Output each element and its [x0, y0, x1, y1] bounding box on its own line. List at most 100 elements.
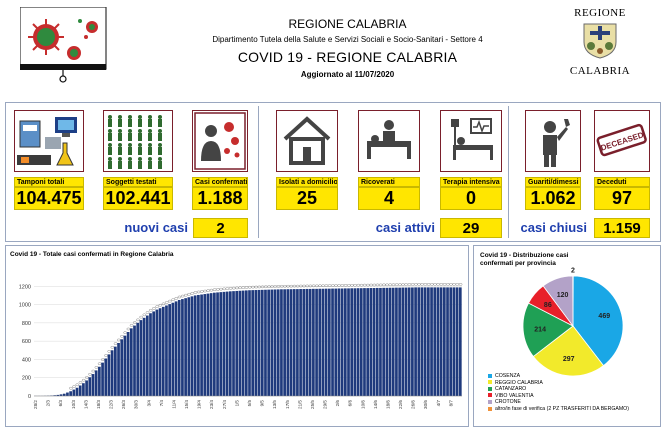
bar [286, 289, 290, 396]
x-tick-label: 11/4 [171, 400, 176, 409]
confermati-label: Casi confermati [192, 177, 248, 187]
legend-item: CROTONE [488, 399, 658, 406]
bar [139, 320, 143, 396]
data-label [209, 288, 214, 292]
bar [401, 287, 405, 396]
pie-slice-crotone [542, 275, 574, 328]
data-label [187, 293, 191, 296]
x-tick-label: 5/5 [247, 400, 252, 407]
data-label [88, 373, 92, 376]
legend-label: CROTONE [495, 399, 521, 406]
y-tick-label: 600 [22, 339, 31, 345]
bar [171, 302, 175, 396]
data-label [244, 286, 249, 289]
data-label [232, 286, 236, 290]
x-tick-label: 18/6 [385, 400, 390, 409]
virus-banner [19, 6, 110, 83]
bar [238, 290, 242, 396]
hospital-bed-icon [367, 120, 411, 159]
bar [270, 289, 274, 396]
data-label [439, 283, 444, 286]
bar [145, 315, 149, 396]
data-label [180, 294, 185, 298]
data-label [385, 283, 389, 287]
bar [248, 290, 251, 396]
data-label [452, 283, 456, 286]
pie-chart: 2 469 297 214 86 120 [522, 268, 624, 377]
data-label [305, 284, 309, 288]
bar [53, 395, 57, 396]
x-tick-label: 17/5 [285, 400, 290, 409]
data-label [423, 283, 428, 286]
data-label [455, 283, 460, 286]
bar [350, 288, 354, 396]
bar [251, 290, 255, 396]
data-label [203, 289, 207, 293]
bar [411, 287, 414, 396]
x-tick-label: 15/4 [184, 400, 189, 409]
bar [155, 309, 159, 396]
data-label [75, 383, 80, 387]
guariti-label: Guariti/dimessi [525, 177, 581, 187]
data-label [85, 376, 89, 379]
bar [228, 291, 232, 396]
x-tick-label: 25/5 [310, 400, 315, 409]
data-label [219, 287, 223, 291]
x-tick-label: 22/6 [398, 400, 403, 409]
ricoverati-card-icon [358, 110, 420, 172]
data-label [97, 362, 102, 365]
pie-chart-title: Covid 19 - Distribuzione casi confermati… [480, 252, 569, 267]
x-tick-label: 13/5 [272, 400, 277, 409]
bar [353, 288, 357, 396]
logo-top-text: REGIONE [574, 7, 626, 19]
legend-item: CATANZARO [488, 386, 658, 393]
data-label [308, 284, 313, 288]
bar [455, 287, 459, 396]
bar [69, 391, 72, 396]
bar [142, 317, 146, 396]
x-tick-label: 30/6 [423, 400, 428, 409]
bar [439, 287, 443, 396]
bar [398, 287, 401, 396]
x-tick-label: 7/4 [159, 400, 164, 407]
data-label [184, 293, 188, 297]
data-label [442, 283, 447, 286]
bar [328, 288, 331, 396]
legend-label: COSENZA [495, 373, 521, 379]
bar [158, 308, 162, 396]
x-tick-label: 23/4 [209, 400, 214, 409]
x-tick-label: 14/6 [373, 400, 378, 409]
bar-chart-title: Covid 19 - Totale casi confermati in Reg… [10, 251, 174, 258]
legend-swatch [488, 380, 492, 385]
bar [414, 287, 417, 396]
data-label [171, 298, 175, 301]
deceduti-card-icon: DECEASED [594, 110, 650, 172]
data-label [81, 378, 86, 382]
legend-swatch [488, 400, 492, 404]
isolati-card-icon [276, 110, 338, 172]
bar [62, 393, 66, 396]
data-label [142, 313, 147, 317]
x-tick-label: 3/4 [146, 400, 151, 407]
data-label [228, 287, 233, 290]
y-tick-label: 800 [22, 321, 31, 327]
data-label [241, 286, 246, 289]
bar [120, 339, 124, 396]
data-label [359, 283, 364, 287]
x-tick-label: 9/5 [260, 400, 265, 407]
legend-swatch [488, 406, 492, 411]
x-tick-label: 19/4 [197, 400, 202, 409]
pie-chart-panel: Covid 19 - Distribuzione casi confermati… [473, 245, 661, 427]
data-label [436, 283, 440, 286]
bar [372, 288, 376, 396]
bar [430, 287, 433, 396]
x-tick-label: 26/6 [411, 400, 416, 409]
bar [123, 335, 127, 396]
y-tick-label: 200 [22, 376, 31, 382]
bar [312, 288, 315, 396]
tamponi-value: 104.475 [14, 187, 84, 210]
bar [334, 288, 338, 396]
ricoverati-value: 4 [358, 187, 420, 210]
data-label [136, 318, 140, 322]
bar [267, 289, 271, 396]
